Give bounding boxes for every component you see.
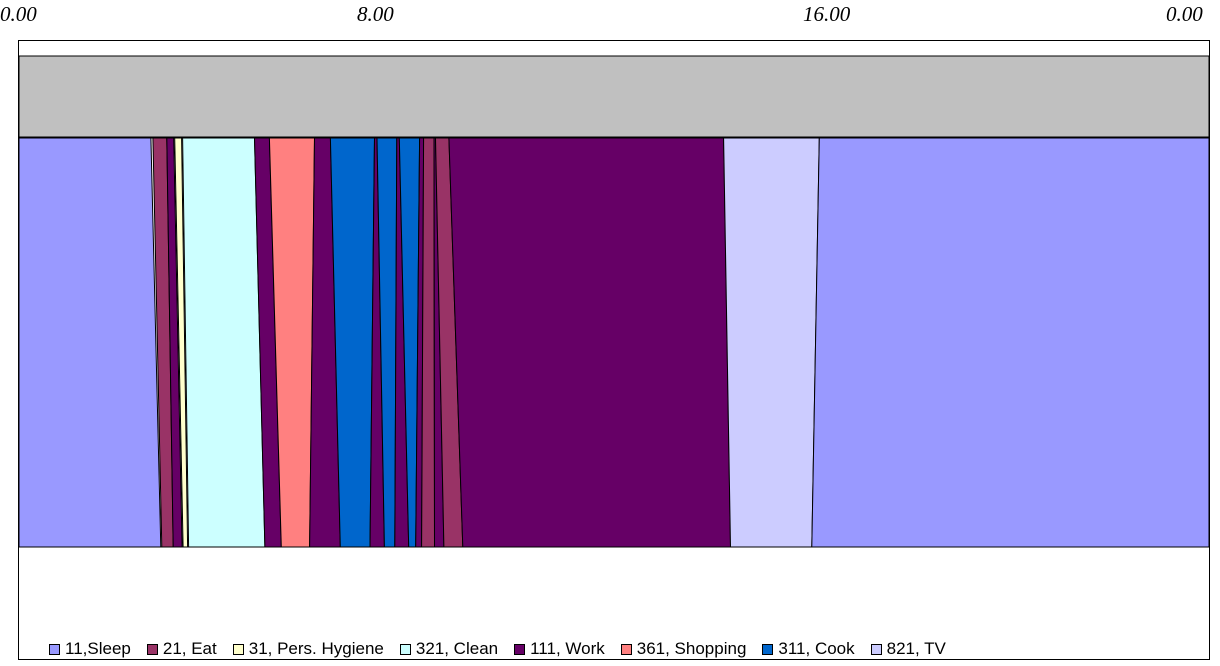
legend-item-sleep: 11,Sleep <box>49 639 131 659</box>
episode-area <box>421 137 436 548</box>
legend-label: 21, Eat <box>162 639 217 658</box>
legend-item-eat: 21, Eat <box>146 639 217 659</box>
x-tick-label: 16.00 <box>803 2 851 26</box>
legend-swatch <box>514 643 526 655</box>
chart-area: 11,Sleep 21, Eat 31, Pers. Hygiene 321, … <box>18 40 1210 660</box>
legend-swatch <box>620 643 632 655</box>
x-tick-label: 8.00 <box>357 2 394 26</box>
legend-swatch <box>49 643 60 655</box>
episode-area <box>182 137 266 548</box>
legend-swatch <box>870 643 882 655</box>
legend-label: 31, Pers. Hygiene <box>248 639 384 658</box>
legend-label: 821, TV <box>886 639 946 658</box>
plot-area <box>19 55 1209 548</box>
x-tick-label: 0.00 <box>1166 2 1203 26</box>
legend-label: 111, Work <box>530 639 605 658</box>
legend-label: 361, Shopping <box>636 639 747 658</box>
legend-item-clean: 321, Clean <box>399 639 499 659</box>
legend-swatch <box>146 643 158 655</box>
legend-item-work: 111, Work <box>514 639 605 659</box>
legend-swatch <box>399 643 411 655</box>
x-tick-label: 0.00 <box>0 2 37 26</box>
legend: 11,Sleep 21, Eat 31, Pers. Hygiene 321, … <box>49 637 946 661</box>
legend-item-pers-hygiene: 31, Pers. Hygiene <box>232 639 384 659</box>
legend-swatch <box>762 643 774 655</box>
episode-area <box>19 137 162 548</box>
episode-area <box>448 137 732 548</box>
legend-item-shopping: 361, Shopping <box>620 639 747 659</box>
legend-swatch <box>232 643 244 655</box>
legend-item-tv: 821, TV <box>870 639 946 659</box>
legend-label: 321, Clean <box>415 639 499 658</box>
legend-label: 11,Sleep <box>65 639 131 658</box>
legend-label: 311, Cook <box>778 639 855 658</box>
legend-item-cook: 311, Cook <box>762 639 855 659</box>
episode-area <box>811 137 1209 548</box>
header-band <box>19 55 1209 138</box>
episode-area <box>723 137 820 548</box>
